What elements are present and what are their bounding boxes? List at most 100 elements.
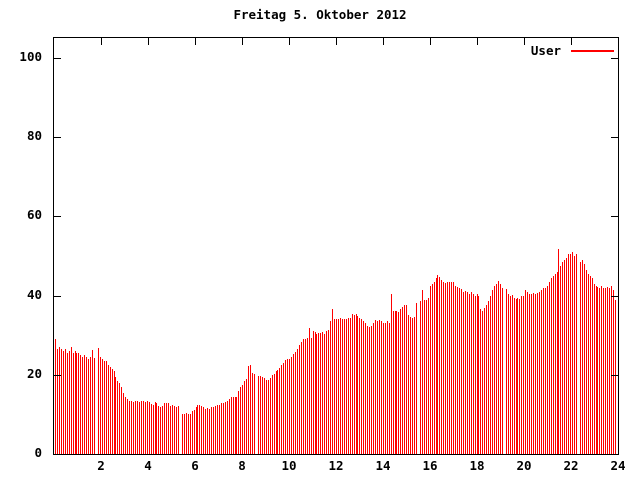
bar [392,311,394,454]
bar [162,405,164,454]
bar [281,364,283,454]
x-tick-mark [336,38,337,45]
bar [127,399,129,454]
bar [170,405,172,454]
bar [156,402,158,454]
bar [60,349,62,454]
bar [279,367,281,454]
bar [164,402,166,454]
bar [215,405,216,454]
bar [160,406,162,454]
bar [222,402,224,454]
bar [382,322,384,454]
x-tick-mark [383,38,384,45]
bar [226,400,228,454]
bar [613,289,615,454]
x-tick-mark [289,38,290,45]
bar [566,257,568,454]
bar [203,407,205,454]
bar [523,295,525,454]
bar [252,372,254,454]
bar [375,320,377,454]
bar [496,284,497,454]
bar [601,286,603,454]
bar [556,271,558,454]
bar [138,401,140,454]
bar [269,377,271,454]
bar [402,306,404,454]
bar [583,263,585,454]
bar [334,318,336,454]
bar [394,310,396,454]
bar [505,289,507,454]
bar [384,323,386,454]
bar [472,294,474,454]
bar [437,274,439,454]
bar [86,356,88,454]
bar [261,376,263,454]
bar [146,401,148,454]
bar [453,282,455,454]
bar [581,259,583,454]
bar [336,318,337,454]
bar [283,362,285,454]
bar [144,401,146,454]
bar [609,287,611,454]
bar [55,339,56,454]
bar [193,410,195,454]
bar [380,321,382,454]
bar [449,282,451,454]
bar [152,404,154,454]
bar [97,347,99,454]
bar [236,396,238,454]
bar [501,287,503,454]
bar [197,405,199,454]
bar [355,313,357,454]
bar [88,358,90,454]
bar [404,305,406,454]
bar [544,287,546,454]
bar [339,318,341,454]
x-tick-mark [242,38,243,45]
bar [353,314,355,454]
bar [574,255,576,454]
bar [560,265,562,454]
bar [406,305,408,454]
bar [117,380,119,454]
bar [451,281,453,454]
bar [273,373,275,454]
bar [234,397,236,454]
bar [515,298,517,454]
y-tick-mark [611,57,618,59]
bar [531,293,533,454]
bar [121,386,123,454]
x-axis-label: 4 [144,458,152,473]
bar [369,327,371,454]
bar [213,406,215,454]
bar [78,353,80,454]
bar [125,396,127,454]
bar [177,405,179,454]
bar [218,404,220,454]
bar [84,355,86,454]
bar [480,309,482,454]
bar [410,317,412,454]
bar [373,323,375,454]
bar [585,269,587,454]
bar [113,370,115,454]
bar [572,251,574,454]
y-axis-label: 40 [26,286,42,302]
bar [304,338,306,454]
bar [201,405,203,454]
bar [414,317,416,454]
bar [216,405,218,454]
x-tick-mark [195,38,196,45]
bar [511,294,513,454]
bar [527,292,529,454]
y-tick-mark [611,374,618,376]
bar [250,365,252,454]
bar [540,289,542,454]
bar [455,286,457,454]
bar [345,318,347,454]
